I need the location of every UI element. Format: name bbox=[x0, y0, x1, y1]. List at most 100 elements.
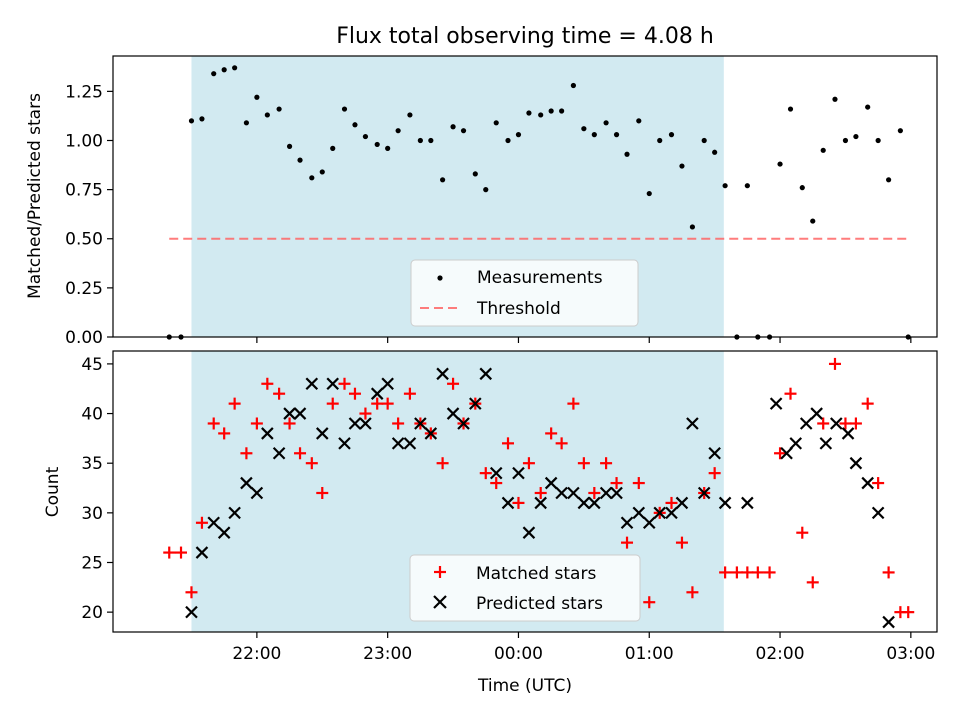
predicted-star-point bbox=[534, 496, 547, 510]
measurement-point bbox=[799, 185, 805, 191]
matched-star-point bbox=[555, 437, 568, 450]
y-tick-label: 0.00 bbox=[65, 328, 103, 348]
measurement-point bbox=[875, 137, 881, 144]
matched-star-point bbox=[501, 437, 514, 450]
matched-star-point bbox=[686, 586, 699, 599]
measurement-point bbox=[657, 137, 663, 144]
ratio-panel: 0.00 0.25 0.50 0.75 1.00 1.25 Matched/Predict… bbox=[25, 55, 938, 348]
measurement-point bbox=[264, 112, 270, 118]
predicted-star-point bbox=[741, 496, 754, 510]
measurement-point bbox=[744, 183, 750, 189]
predicted-star-point bbox=[261, 427, 274, 440]
measurement-point bbox=[701, 137, 707, 144]
predicted-star-point bbox=[708, 446, 721, 460]
measurement-point bbox=[810, 218, 816, 224]
predicted-star-point bbox=[293, 407, 307, 420]
legend-marker-matched bbox=[434, 566, 446, 578]
matched-star-point bbox=[730, 566, 743, 579]
predicted-star-point bbox=[718, 496, 732, 510]
count-panel-ylabel: Count bbox=[43, 466, 63, 517]
measurement-point bbox=[232, 65, 238, 71]
measurement-point bbox=[548, 108, 554, 114]
measurement-point bbox=[559, 108, 565, 114]
legend-label-matched: Matched stars bbox=[476, 564, 596, 584]
measurement-point bbox=[787, 106, 794, 112]
predicted-star-point bbox=[810, 407, 823, 420]
legend-label-threshold: Threshold bbox=[476, 299, 561, 319]
predicted-star-point bbox=[769, 397, 783, 410]
measurement-point bbox=[603, 120, 609, 126]
y-tick-label: 45 bbox=[81, 355, 103, 375]
y-tick-label: 35 bbox=[81, 454, 103, 474]
predicted-star-point bbox=[544, 476, 558, 490]
matched-star-point bbox=[665, 496, 678, 509]
measurement-point bbox=[722, 183, 728, 189]
predicted-star-point bbox=[799, 417, 813, 430]
measurement-point bbox=[417, 137, 423, 144]
predicted-star-point bbox=[228, 506, 241, 520]
measurement-point bbox=[199, 116, 205, 122]
predicted-star-point bbox=[315, 427, 329, 440]
matched-star-point bbox=[719, 566, 732, 579]
predicted-star-point bbox=[653, 506, 666, 520]
predicted-star-point bbox=[207, 516, 220, 530]
measurement-point bbox=[450, 124, 456, 130]
matched-star-point bbox=[512, 496, 525, 509]
measurement-point bbox=[472, 171, 478, 177]
y-tick-label: 20 bbox=[81, 603, 103, 623]
matched-star-point bbox=[708, 467, 721, 480]
chart-title: Flux total observing time = 4.08 h bbox=[336, 24, 714, 49]
predicted-star-point bbox=[436, 367, 449, 381]
matched-star-point bbox=[872, 477, 885, 490]
measurement-point bbox=[689, 224, 696, 230]
predicted-star-point bbox=[359, 417, 372, 430]
predicted-star-point bbox=[403, 437, 417, 450]
matched-star-point bbox=[273, 387, 286, 400]
measurement-point bbox=[493, 120, 499, 126]
predicted-star-point bbox=[217, 526, 231, 539]
predicted-star-point bbox=[305, 377, 319, 391]
matched-star-point bbox=[479, 467, 492, 480]
matched-star-point bbox=[207, 417, 220, 430]
matched-star-point bbox=[195, 516, 208, 529]
matched-star-point bbox=[567, 397, 580, 410]
matched-star-point bbox=[240, 447, 253, 460]
x-tick-label: 02:00 bbox=[756, 644, 805, 664]
measurement-point bbox=[407, 112, 413, 118]
measurement-point bbox=[276, 106, 282, 112]
predicted-star-point bbox=[841, 427, 855, 440]
matched-star-point bbox=[600, 457, 613, 470]
matched-star-point bbox=[392, 417, 405, 430]
measurement-point bbox=[211, 71, 217, 77]
measurement-point bbox=[440, 177, 446, 183]
legend-label-measurements: Measurements bbox=[477, 268, 603, 288]
x-tick-label: 03:00 bbox=[886, 644, 935, 664]
predicted-star-point bbox=[326, 377, 340, 391]
matched-star-point bbox=[741, 566, 754, 579]
matched-star-point bbox=[588, 486, 601, 499]
y-tick-label: 0.50 bbox=[65, 230, 103, 250]
measurement-point bbox=[538, 112, 544, 118]
y-tick-label: 25 bbox=[81, 553, 103, 573]
predicted-star-point bbox=[250, 486, 264, 500]
matched-star-point bbox=[621, 536, 634, 549]
matched-star-point bbox=[882, 566, 895, 579]
measurement-point bbox=[254, 94, 260, 100]
measurement-point bbox=[319, 169, 325, 175]
measurement-point bbox=[777, 161, 783, 167]
matched-star-point bbox=[185, 586, 198, 599]
measurement-point bbox=[679, 163, 685, 169]
legend-marker-predicted bbox=[433, 595, 447, 609]
measurement-point bbox=[297, 157, 303, 163]
x-tick-label: 23:00 bbox=[363, 644, 412, 664]
predicted-star-point bbox=[391, 437, 405, 450]
predicted-star-point bbox=[882, 615, 895, 629]
measurement-point bbox=[352, 122, 358, 128]
predicted-star-point bbox=[675, 496, 689, 510]
matched-star-point bbox=[490, 477, 503, 490]
matched-star-point bbox=[436, 457, 449, 470]
predicted-star-point bbox=[195, 546, 209, 559]
measurement-point bbox=[526, 110, 532, 116]
matched-star-point bbox=[751, 566, 764, 579]
measurement-point bbox=[570, 82, 576, 89]
